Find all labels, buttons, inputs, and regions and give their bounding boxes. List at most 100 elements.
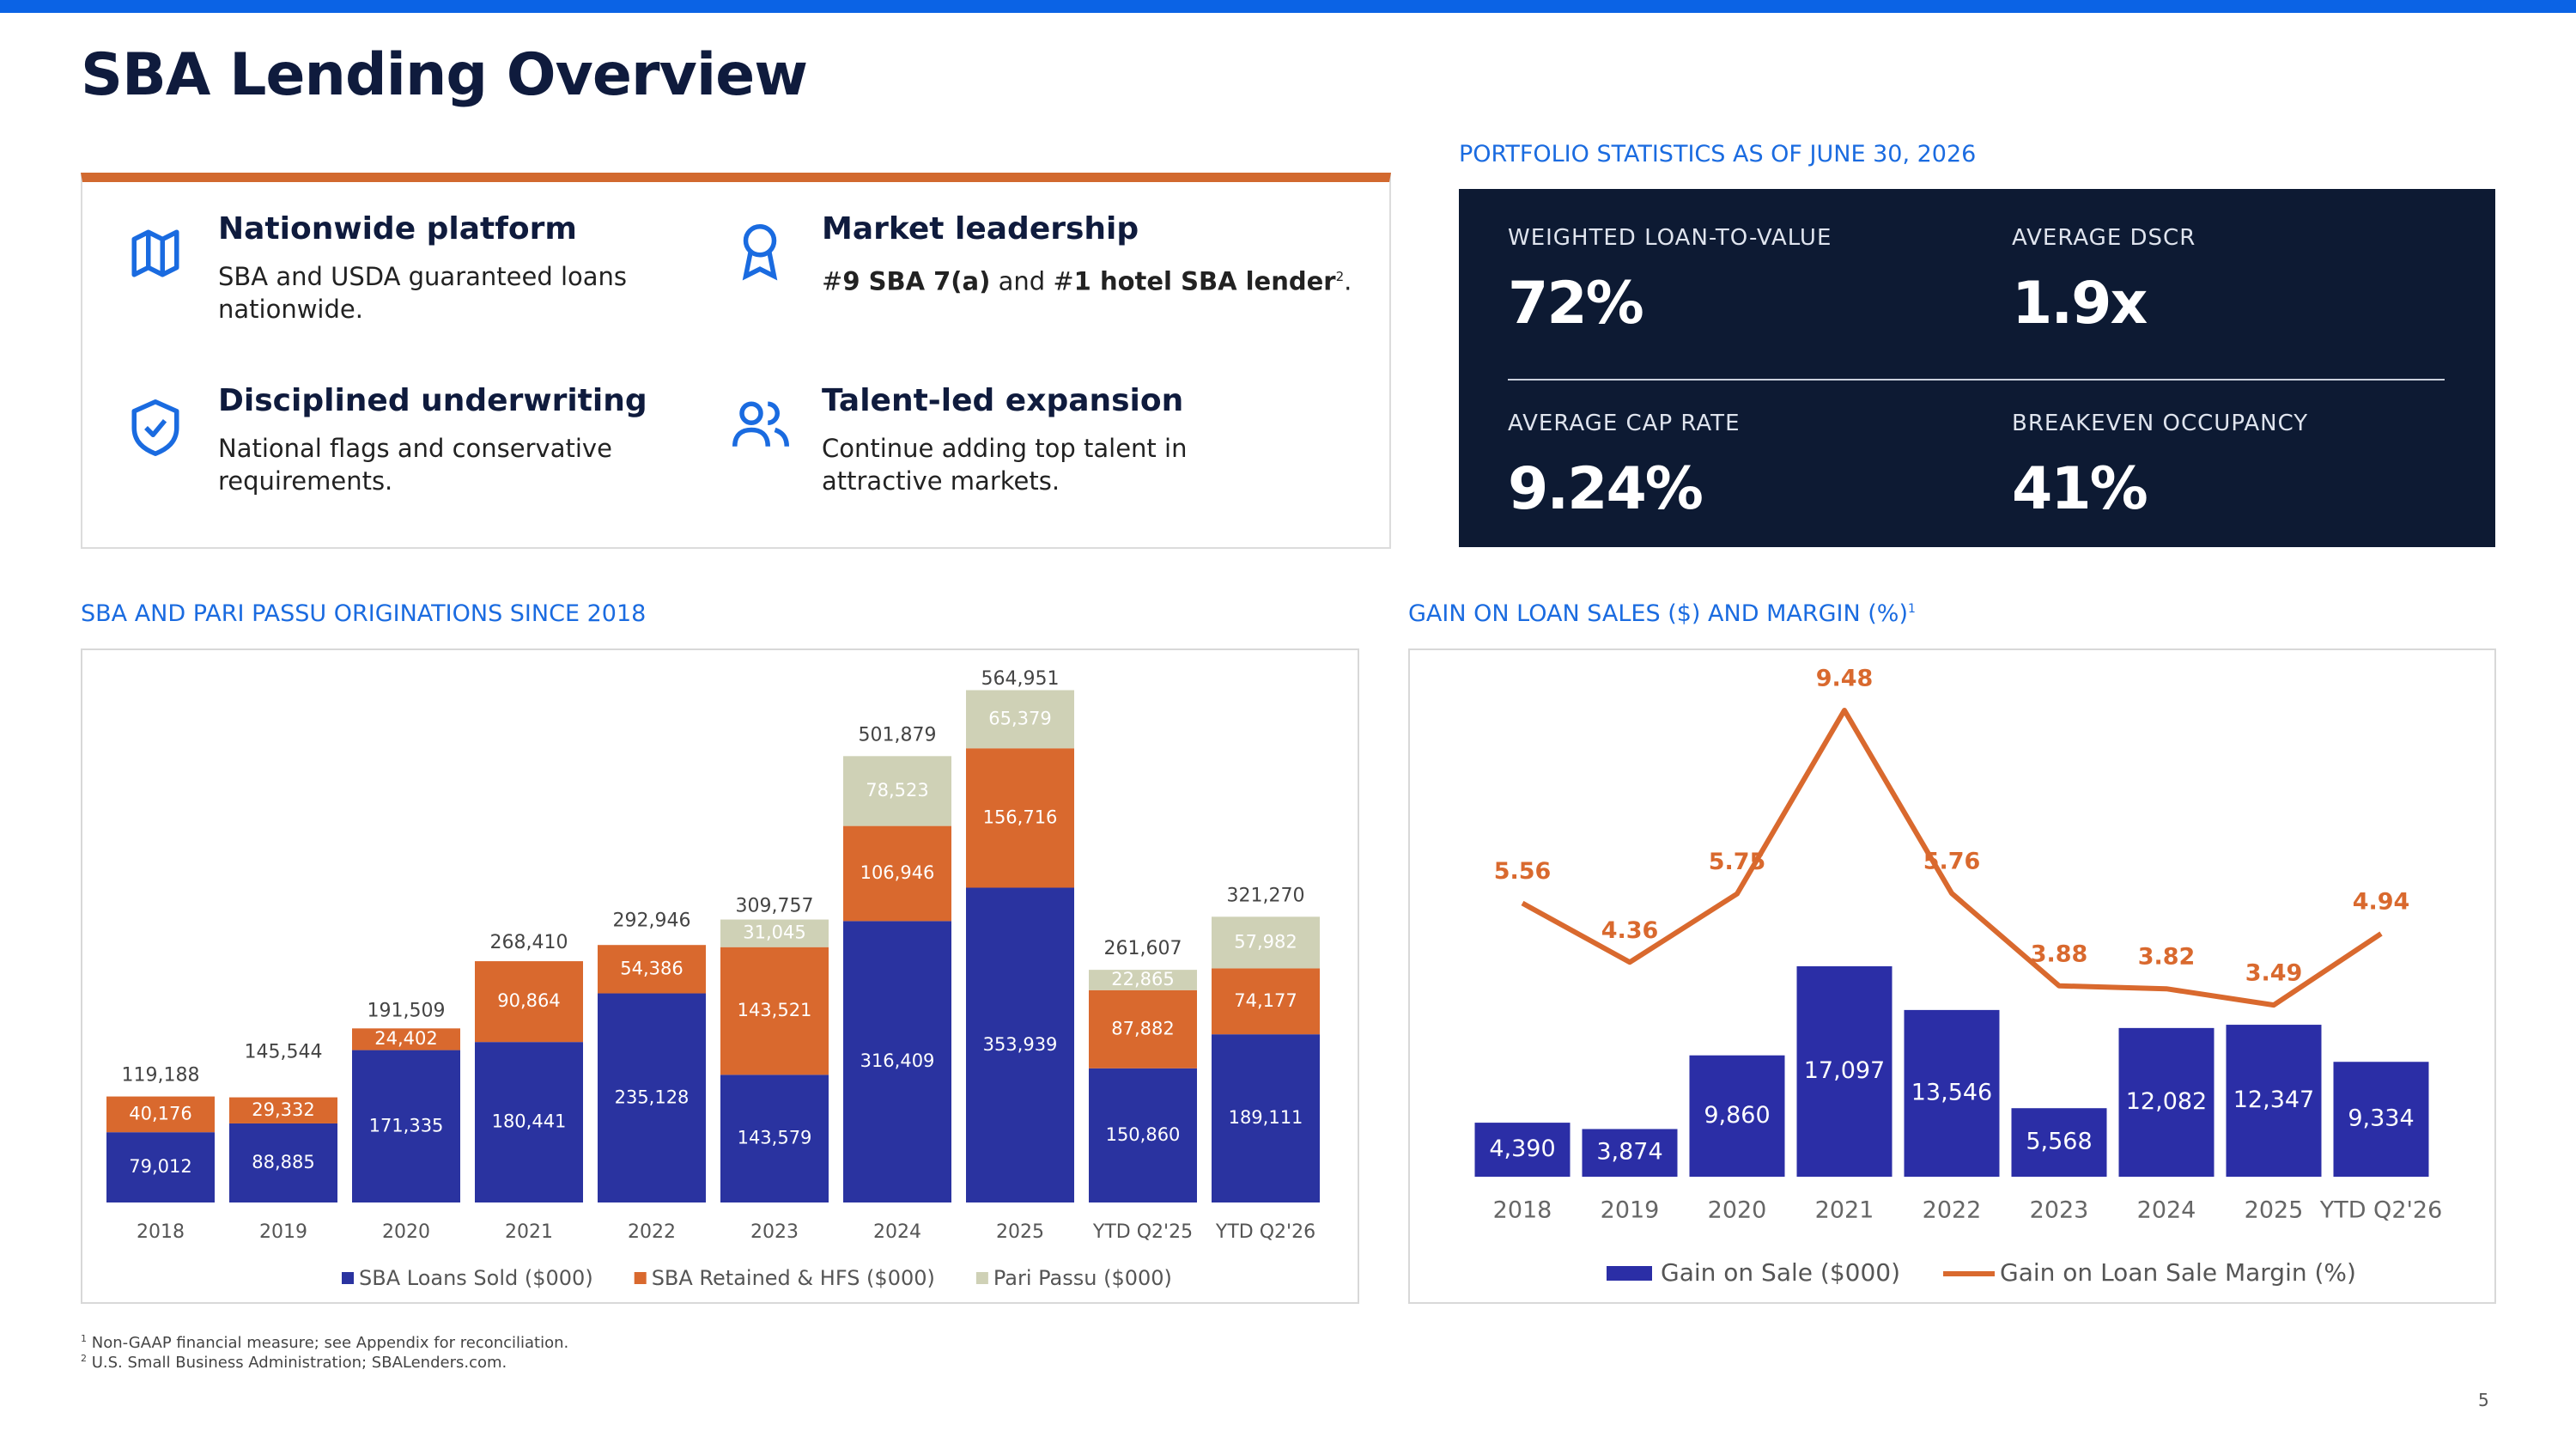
bar-segment [966,748,1074,888]
x-tick-label: 2024 [873,1221,921,1243]
data-label: 3.82 [2138,944,2196,971]
footnote-marker: 2 [81,1353,87,1364]
x-tick-label: YTD Q2'26 [2319,1197,2443,1224]
total-label: 309,757 [736,895,814,916]
data-label: 143,521 [738,1000,812,1020]
feature: Nationwide platform SBA and USDA guarant… [218,211,699,326]
bar-segment [106,1096,215,1133]
data-label: 54,386 [620,958,683,978]
text-part: 9 SBA 7(a) [842,266,991,296]
bar-segment [475,1042,583,1202]
total-label: 501,879 [859,724,937,746]
bar-segment [352,1050,460,1202]
data-label: 9,860 [1704,1102,1770,1129]
data-label: 106,946 [860,862,935,883]
data-label: 171,335 [369,1115,444,1135]
data-label: 29,332 [252,1099,314,1120]
bar [1474,1123,1571,1177]
footnote-ref: 1 [1908,602,1916,616]
data-label: 150,860 [1106,1124,1181,1145]
bar-segment [843,825,951,922]
data-label: 12,082 [2126,1088,2207,1115]
feature-title: Market leadership [822,211,1139,247]
legend-label: SBA Retained & HFS ($000) [652,1266,935,1290]
data-label: 22,865 [1111,969,1174,989]
x-tick-label: 2022 [1923,1197,1982,1224]
stat-label: WEIGHTED LOAN-TO-VALUE [1508,225,1832,251]
bar-segment [229,1097,337,1123]
bar-segment [1212,916,1320,969]
bar [2011,1108,2107,1177]
data-label: 65,379 [988,708,1051,728]
bar [1904,1009,2000,1177]
bar-segment [1212,1034,1320,1202]
data-label: 5,568 [2026,1129,2092,1155]
data-label: 9.48 [1816,666,1874,692]
legend-swatch [975,1272,988,1284]
stats-heading: PORTFOLIO STATISTICS AS OF JUNE 30, 2026 [1459,141,1977,167]
data-label: 3.88 [2031,941,2088,967]
data-label: 5.75 [1709,849,1766,875]
bar-segment [720,947,829,1075]
x-tick-label: 2019 [259,1221,307,1243]
people-icon [732,401,789,447]
data-label: 24,402 [374,1028,437,1049]
feature-title: Talent-led expansion [822,383,1184,418]
feature-text: National flags and conservative requirem… [218,434,612,496]
legend-label: SBA Loans Sold ($000) [359,1266,593,1290]
bar [2226,1025,2322,1177]
shield-icon [131,399,179,456]
data-label: 9,334 [2348,1105,2414,1132]
bar-segment [229,1123,337,1202]
x-tick-label: 2019 [1601,1197,1660,1224]
bar-segment [720,1075,829,1202]
data-label: 235,128 [615,1087,690,1107]
data-label: 180,441 [492,1111,567,1132]
x-tick-label: 2023 [2030,1197,2089,1224]
legend-swatch [634,1272,647,1284]
data-label: 17,097 [1804,1057,1885,1084]
bar-segment [1089,989,1197,1068]
data-label: 79,012 [129,1156,191,1177]
bar-segment [598,993,706,1202]
x-tick-label: YTD Q2'25 [1092,1221,1193,1243]
footnote-marker: 1 [81,1333,87,1344]
stat-label: AVERAGE DSCR [2012,225,2196,251]
stats-box [1459,189,2495,547]
feature: Market leadership #9 SBA 7(a) and #1 hot… [822,211,1371,298]
data-label: 78,523 [866,780,928,801]
x-tick-label: 2024 [2137,1197,2196,1224]
chart-title: GAIN ON LOAN SALES ($) AND MARGIN (%)1 [1408,600,1916,627]
legend-swatch [1607,1266,1652,1281]
chart-frame [1408,648,2496,1304]
bar-segment [598,945,706,994]
x-tick-label: 2023 [750,1221,799,1243]
feature: Disciplined underwriting National flags … [218,383,699,497]
footnote: 1 Non-GAAP financial measure; see Append… [81,1333,568,1352]
data-label: 156,716 [983,807,1058,827]
chart-title: SBA AND PARI PASSU ORIGINATIONS SINCE 20… [81,600,647,627]
data-label: 4.36 [1601,917,1659,944]
data-label: 4,390 [1489,1135,1555,1162]
data-label: 3,874 [1596,1139,1662,1166]
legend-label: Gain on Sale ($000) [1661,1258,1900,1287]
x-tick-label: YTD Q2'26 [1215,1221,1315,1243]
data-label: 3.49 [2245,960,2303,987]
bar-segment [1212,968,1320,1035]
footnote: 2 U.S. Small Business Administration; SB… [81,1353,507,1372]
map-icon [131,229,179,277]
data-label: 316,409 [860,1050,935,1071]
top-bar [0,0,2576,13]
page-title: SBA Lending Overview [81,41,808,109]
bar-segment [966,887,1074,1202]
x-tick-label: 2020 [382,1221,430,1243]
highlights-panel [81,173,1391,549]
feature-text: SBA and USDA guaranteed loans nationwide… [218,262,628,324]
stat-label: AVERAGE CAP RATE [1508,411,1741,436]
total-label: 292,946 [613,910,691,932]
stat-value: 72% [1508,270,1644,338]
total-label: 191,509 [368,1001,446,1022]
text-part: . [1344,266,1352,296]
data-label: 74,177 [1234,990,1297,1011]
